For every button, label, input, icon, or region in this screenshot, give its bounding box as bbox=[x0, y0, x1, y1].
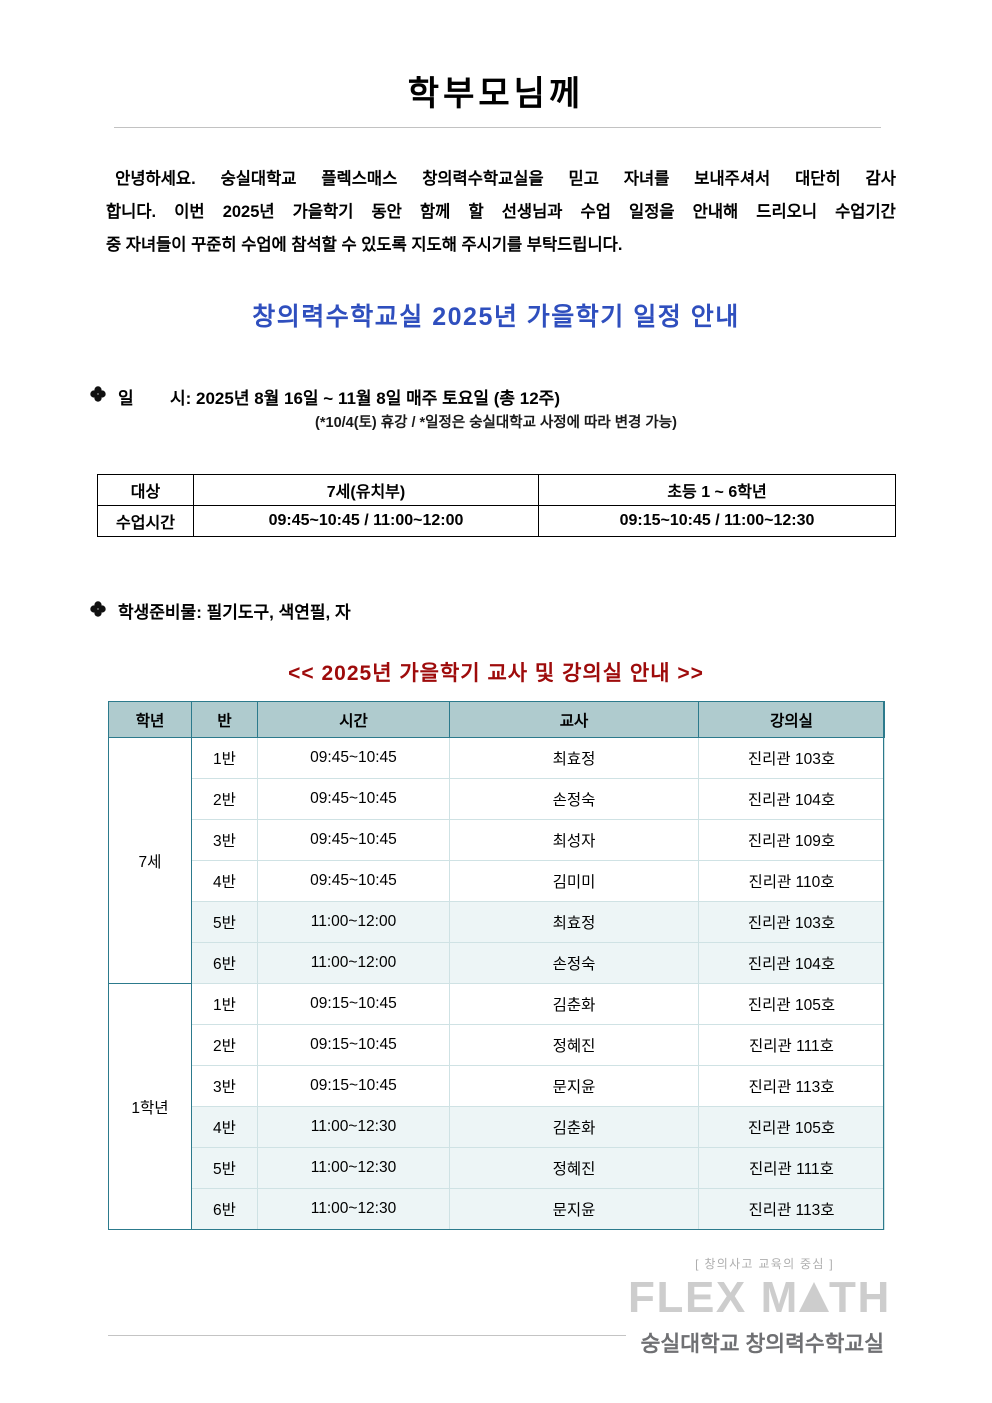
svg-text:TH: TH bbox=[829, 1282, 887, 1312]
svg-text:FLEX M: FLEX M bbox=[628, 1282, 799, 1312]
